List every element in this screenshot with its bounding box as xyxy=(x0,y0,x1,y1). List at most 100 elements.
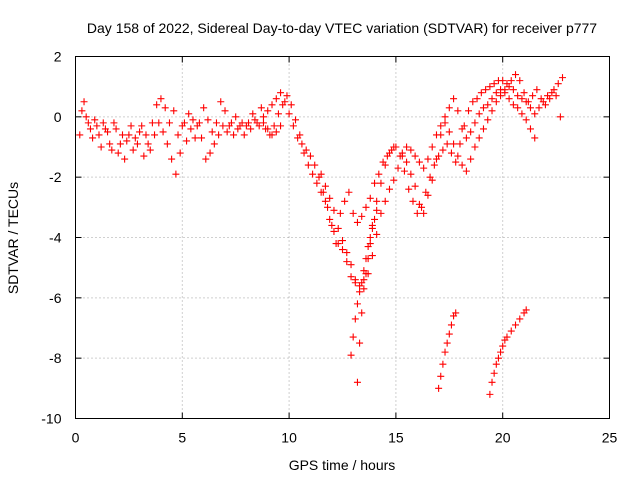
data-point xyxy=(368,224,376,232)
data-point xyxy=(522,116,530,124)
data-point xyxy=(486,390,494,398)
data-point xyxy=(155,119,163,127)
data-point xyxy=(204,116,212,124)
data-point xyxy=(210,140,218,148)
data-point xyxy=(353,378,361,386)
data-point xyxy=(377,209,385,217)
data-point xyxy=(324,203,332,211)
data-point xyxy=(441,113,449,121)
data-point xyxy=(514,104,522,112)
data-point xyxy=(533,86,541,94)
data-point xyxy=(443,339,451,347)
y-tick-label: -8 xyxy=(49,350,62,366)
data-point xyxy=(490,369,498,377)
data-point xyxy=(298,140,306,148)
series-track-e xyxy=(435,309,460,392)
x-tick-labels: 0 5 10 15 20 25 xyxy=(72,430,618,446)
data-point xyxy=(279,101,287,109)
x-tick-label: 25 xyxy=(602,430,618,446)
data-point xyxy=(554,80,562,88)
data-point xyxy=(488,95,496,103)
data-point xyxy=(249,110,257,118)
data-point xyxy=(360,285,368,293)
series-track-f xyxy=(486,306,530,398)
data-point xyxy=(144,140,152,148)
data-point xyxy=(93,122,101,130)
data-point xyxy=(435,384,443,392)
data-point xyxy=(512,71,520,79)
data-point xyxy=(339,246,346,254)
data-point xyxy=(471,119,479,127)
data-point xyxy=(452,158,460,166)
data-point xyxy=(326,194,334,202)
data-point xyxy=(309,170,317,178)
data-point xyxy=(106,140,114,148)
data-point xyxy=(366,194,374,202)
data-point xyxy=(492,98,500,106)
data-point xyxy=(407,146,415,154)
data-point xyxy=(531,134,539,142)
data-point xyxy=(334,240,342,248)
data-point xyxy=(140,152,148,160)
data-point xyxy=(277,122,285,130)
data-point xyxy=(345,188,353,196)
x-tick-label: 15 xyxy=(388,430,404,446)
data-point xyxy=(285,110,293,118)
data-point xyxy=(180,119,188,127)
data-point xyxy=(247,125,255,133)
data-point xyxy=(556,113,564,121)
data-point xyxy=(168,155,176,163)
data-point xyxy=(313,179,321,187)
data-point xyxy=(270,122,278,130)
data-point xyxy=(343,258,351,266)
data-point xyxy=(368,252,376,260)
data-point xyxy=(326,215,334,223)
data-point xyxy=(236,122,244,130)
axis-ticks xyxy=(75,56,610,419)
data-point xyxy=(484,101,492,109)
data-point xyxy=(343,249,351,257)
data-point xyxy=(428,176,436,184)
data-point xyxy=(514,92,522,100)
data-point xyxy=(403,143,411,151)
data-point xyxy=(304,161,312,169)
data-point xyxy=(219,122,227,130)
data-point xyxy=(526,104,534,112)
y-tick-label: -10 xyxy=(41,411,61,427)
data-point xyxy=(492,89,500,97)
data-point xyxy=(148,119,156,127)
data-point xyxy=(347,273,355,281)
data-point xyxy=(398,149,406,157)
chart-title: Day 158 of 2022, Sidereal Day-to-day VTE… xyxy=(87,20,597,36)
data-point xyxy=(174,131,182,139)
data-point xyxy=(208,128,216,136)
data-point xyxy=(381,161,389,169)
data-point xyxy=(351,276,359,284)
data-point xyxy=(146,146,154,154)
data-point xyxy=(191,134,199,142)
data-point xyxy=(473,95,481,103)
data-point xyxy=(272,95,280,103)
data-point xyxy=(443,140,451,148)
data-point xyxy=(548,89,556,97)
data-point xyxy=(99,119,107,127)
data-point xyxy=(296,131,304,139)
data-point xyxy=(91,116,99,124)
data-point xyxy=(212,119,220,127)
data-point xyxy=(381,197,389,205)
data-point xyxy=(264,125,272,133)
data-point xyxy=(394,164,402,172)
data-point xyxy=(499,77,507,85)
data-point xyxy=(142,131,150,139)
data-point xyxy=(84,119,92,127)
data-point xyxy=(259,119,267,127)
data-point xyxy=(458,125,466,133)
data-point xyxy=(245,119,253,127)
data-point xyxy=(526,125,534,133)
data-point xyxy=(170,107,178,115)
data-point xyxy=(373,230,381,238)
data-point xyxy=(364,243,372,251)
data-point xyxy=(351,315,359,323)
data-point xyxy=(78,107,86,115)
data-point xyxy=(347,351,355,359)
